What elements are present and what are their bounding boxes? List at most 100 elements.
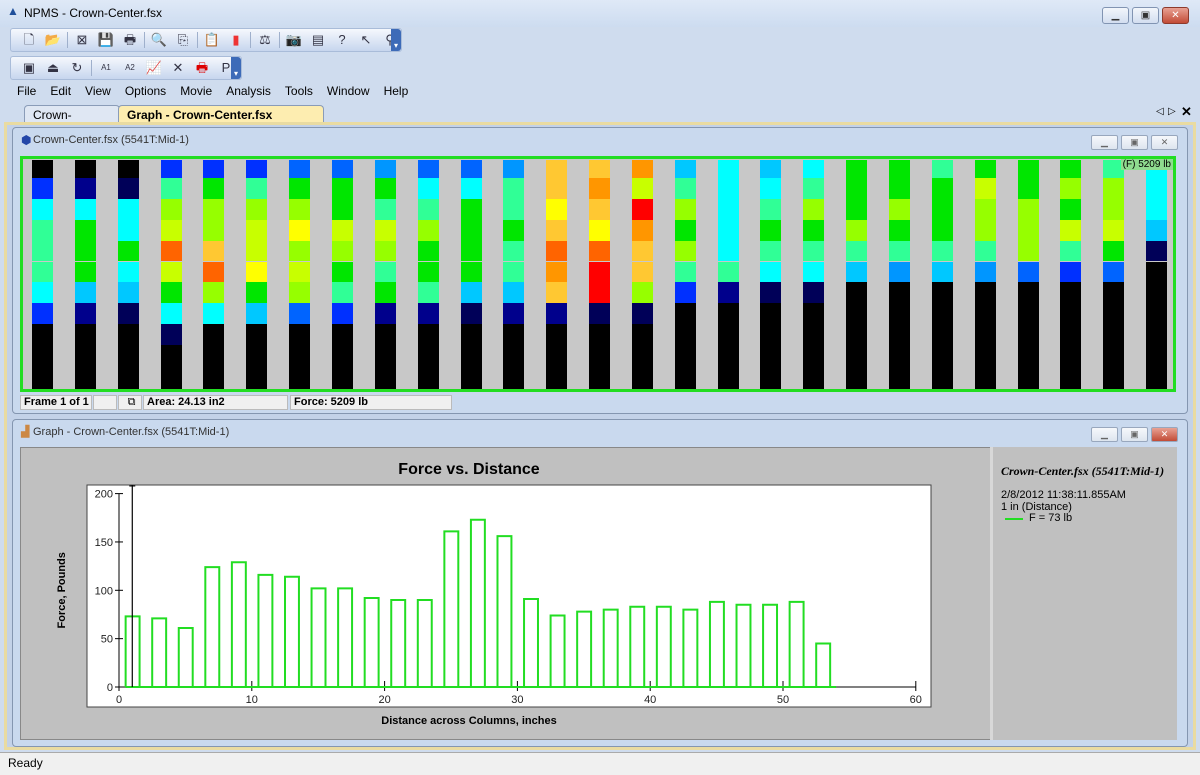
context-help-icon[interactable]: ↖ [360, 32, 372, 47]
sensel-cell [889, 198, 910, 220]
close-button[interactable]: ✕ [1162, 7, 1189, 24]
tab-graph[interactable]: Graph - Crown-Center.fsx (5541T:... [118, 105, 324, 136]
sensel-cell [546, 261, 568, 283]
sensel-cell [674, 282, 696, 304]
pressure-heatmap[interactable]: (F) 5209 lb [20, 156, 1176, 392]
sensel-cell [289, 303, 311, 325]
sensel-cell [374, 198, 396, 220]
tab-scroll-left-icon[interactable]: ◁ [1156, 106, 1164, 117]
sensel-cell [1060, 366, 1082, 389]
menu-analysis[interactable]: Analysis [226, 84, 271, 98]
sensel-cell [460, 240, 482, 262]
sensel-cell [203, 282, 225, 304]
record-icon[interactable]: ▤ [311, 32, 325, 47]
graph-icon[interactable]: 📈 [145, 60, 163, 75]
sensel-cell [160, 240, 182, 262]
printer-red-icon[interactable]: 🖶 [195, 60, 209, 75]
sensel-cell [1017, 198, 1039, 220]
menu-view[interactable]: View [85, 84, 111, 98]
bar [655, 605, 672, 687]
window-layout-icon[interactable]: ⧉ [118, 395, 142, 410]
menu-file[interactable]: File [17, 84, 37, 98]
sensel-cell [246, 219, 268, 241]
sensel-cell [32, 324, 53, 346]
refresh-icon[interactable]: ↻ [71, 60, 83, 75]
sensel-cell [331, 160, 353, 178]
graph-close-button[interactable]: ✕ [1151, 427, 1178, 442]
maximize-button[interactable]: ▣ [1132, 7, 1159, 24]
sensel-cell [503, 160, 525, 178]
bar [337, 587, 354, 687]
frame-status: Frame 1 of 1 [20, 395, 92, 410]
bar [230, 561, 247, 687]
sensel-cell [546, 282, 568, 304]
pdf-icon[interactable]: P [221, 60, 231, 75]
menu-window[interactable]: Window [326, 84, 370, 98]
help-icon[interactable]: ? [338, 32, 346, 47]
sensel-cell [203, 219, 225, 241]
sensel-cell [760, 303, 782, 325]
sensel-cell [631, 282, 653, 304]
toolbar-separator [91, 60, 92, 76]
toolbar-overflow-button[interactable]: ▾ [231, 57, 241, 79]
copy-icon[interactable]: ⎘ [177, 32, 189, 47]
menu-help[interactable]: Help [383, 84, 409, 98]
sensel-cell [246, 198, 268, 220]
sensel-cell [931, 198, 953, 220]
open-icon[interactable]: 📂 [44, 32, 62, 47]
sensel-cell [631, 219, 653, 241]
sensel-cell [803, 282, 825, 304]
window-icon[interactable]: ▣ [22, 60, 36, 75]
sensel-cell [1060, 345, 1082, 366]
sensel-cell [589, 198, 611, 220]
menu-edit[interactable]: Edit [50, 84, 72, 98]
minimize-button[interactable]: ▁ [1102, 7, 1129, 24]
graph-minimize-button[interactable]: ▁ [1091, 427, 1118, 442]
sensel-cell [503, 219, 525, 241]
tab-crown-center[interactable]: Crown-Center.fsx [24, 105, 120, 136]
standard-toolbar: 🗋 📂 ⊠ 💾 🖶 🔍 ⎘ 📋 ▮ ⚖ 📷 ▤? ↖ ⚲ ▾ [10, 28, 402, 52]
legend-timestamp: 2/8/2012 11:38:11.855AM [1001, 489, 1126, 501]
print-icon[interactable]: 🖶 [123, 32, 137, 47]
sensel-cell [289, 198, 311, 220]
save-icon[interactable]: 💾 [97, 32, 115, 47]
sensel-cell [32, 240, 53, 262]
menu-movie[interactable]: Movie [180, 84, 213, 98]
sensor-icon[interactable]: ⚲ [385, 32, 395, 47]
heatmap-minimize-button[interactable]: ▁ [1091, 135, 1118, 150]
tab-scroll-right-icon[interactable]: ▷ [1168, 106, 1176, 117]
menu-options[interactable]: Options [124, 84, 167, 98]
force-distance-chart[interactable]: Force vs. Distance Distance across Column… [21, 448, 989, 741]
graph-maximize-button[interactable]: ▣ [1121, 427, 1148, 442]
sensel-cell [674, 303, 696, 325]
sensel-cell [1017, 160, 1039, 178]
sensel-cell [717, 366, 739, 389]
new-icon[interactable]: 🗋 [23, 32, 35, 47]
color-legend-icon[interactable]: ▮ [232, 32, 240, 47]
line-icon[interactable]: ✕ [172, 60, 184, 75]
tab-close-icon[interactable]: ✕ [1181, 104, 1192, 119]
sensel-cell [760, 345, 782, 366]
toolbar-overflow-button[interactable]: ▾ [391, 29, 401, 51]
sensel-cell [203, 177, 225, 199]
sensel-cell [74, 345, 96, 366]
sensel-cell [974, 160, 996, 178]
sensel-cell [674, 324, 696, 346]
paste-icon[interactable]: 📋 [203, 32, 221, 47]
calibrate-icon[interactable]: ⚖ [259, 32, 271, 47]
menu-tools[interactable]: Tools [284, 84, 313, 98]
sensel-cell [1146, 219, 1168, 241]
avg1-icon[interactable]: A1 [101, 63, 111, 72]
snapshot-icon[interactable]: 📷 [285, 32, 303, 47]
heatmap-close-button[interactable]: ✕ [1151, 135, 1178, 150]
sensel-cell [374, 240, 396, 262]
avg2-icon[interactable]: A2 [125, 63, 135, 72]
print-preview-icon[interactable]: 🔍 [150, 32, 168, 47]
toolbar-separator [279, 32, 280, 48]
sensel-cell [931, 282, 953, 304]
sensel-cell [503, 345, 525, 366]
heatmap-maximize-button[interactable]: ▣ [1121, 135, 1148, 150]
close-files-icon[interactable]: ⊠ [76, 32, 88, 47]
sensel-cell [931, 345, 953, 366]
equilibrate-icon[interactable]: ⏏ [46, 60, 60, 75]
